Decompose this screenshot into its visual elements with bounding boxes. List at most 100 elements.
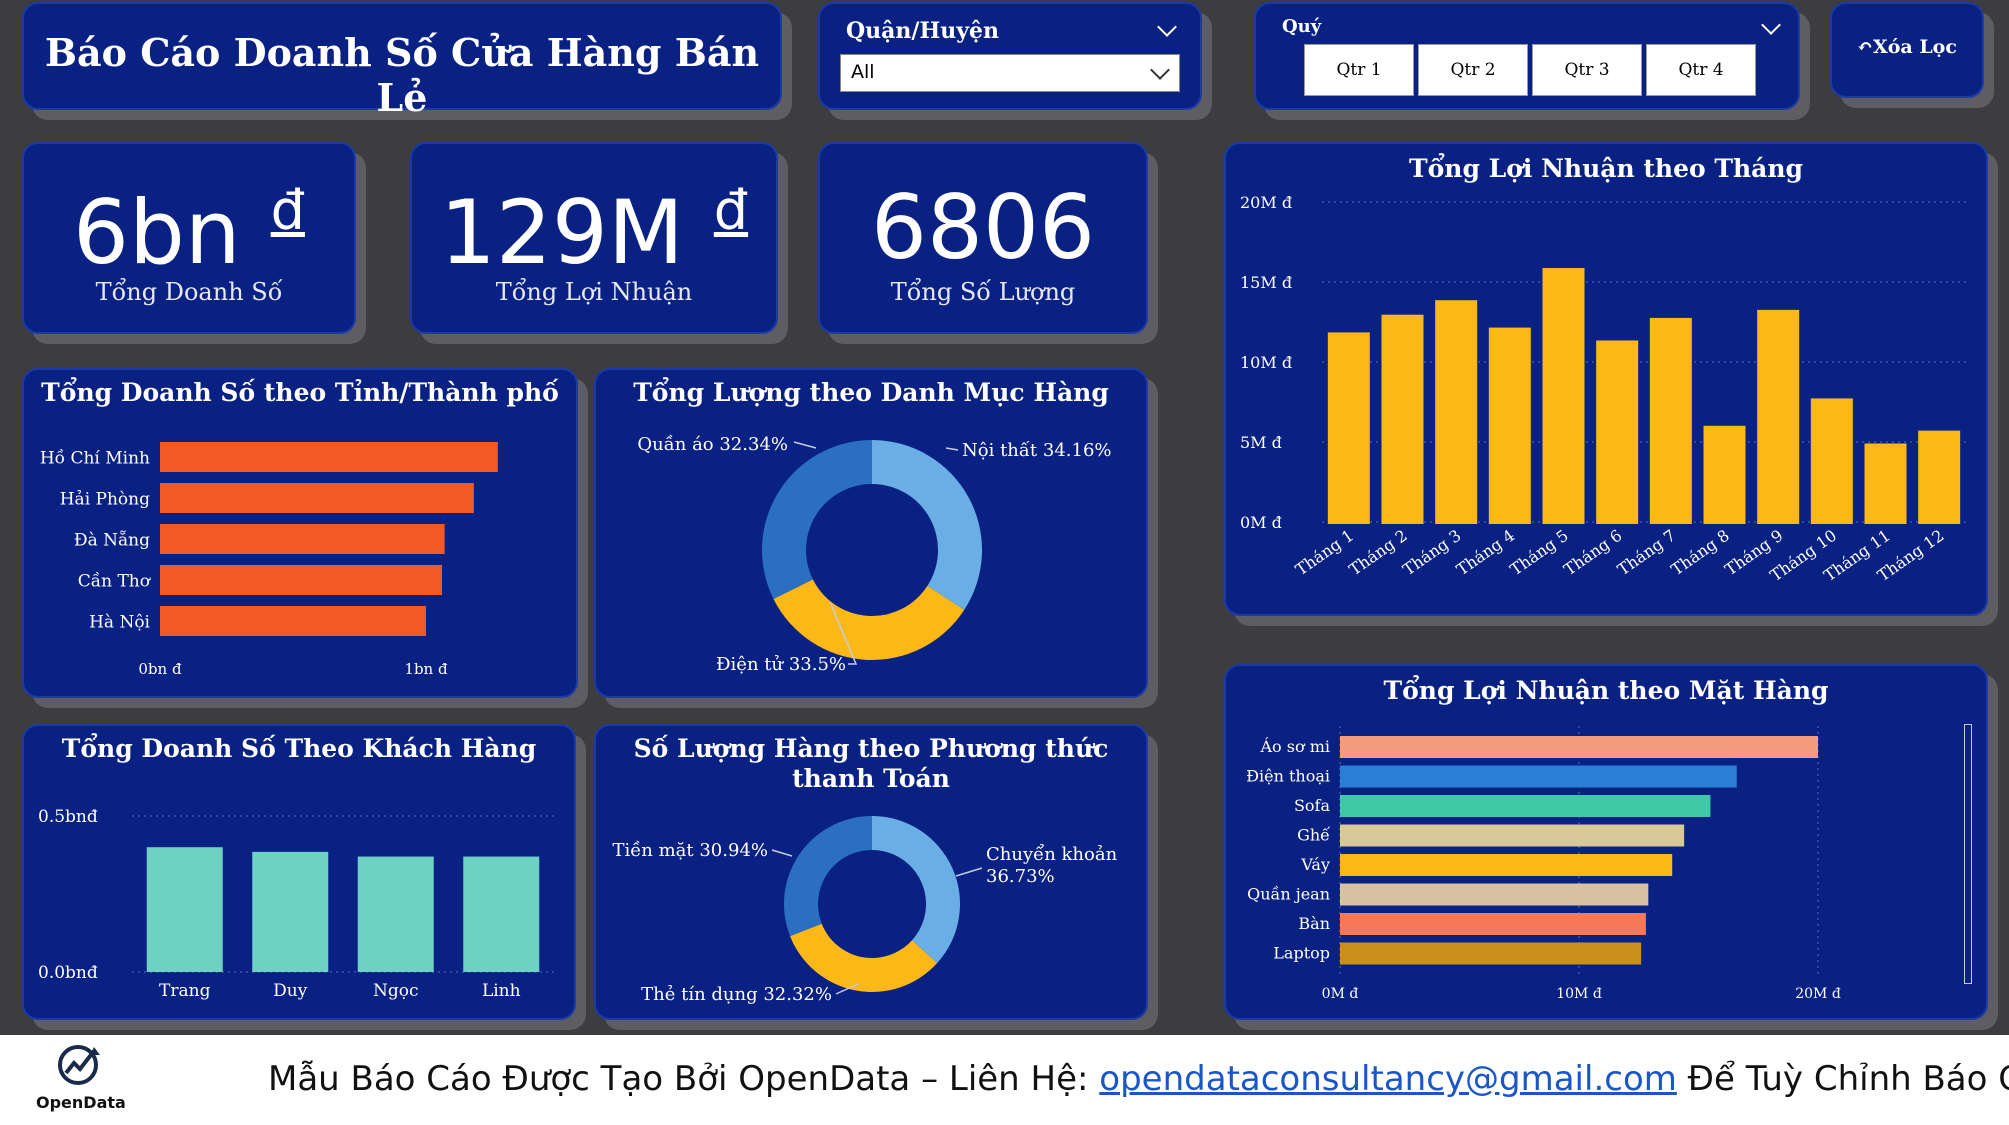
slice-label: Chuyển khoản — [986, 843, 1118, 865]
scrollbar[interactable] — [1964, 724, 1972, 984]
chart-title: Tổng Doanh Số theo Tỉnh/Thành phố — [41, 378, 559, 407]
panel-revenue-by-city: Tổng Doanh Số theo Tỉnh/Thành phố Hồ Chí… — [22, 368, 578, 698]
chevron-down-icon[interactable] — [1157, 17, 1177, 37]
category-label: Tháng 8 — [1668, 526, 1733, 580]
bar — [160, 483, 474, 513]
bar — [1918, 430, 1961, 524]
footer-text: Mẫu Báo Cáo Được Tạo Bởi OpenData – Liên… — [268, 1059, 2009, 1099]
quarter-option-3[interactable]: Qtr 3 — [1532, 44, 1642, 96]
kpi-card-profit: 129M đ Tổng Lợi Nhuận — [410, 142, 778, 334]
profit-by-product-chart: Áo sơ mi Điện thoại Sofa Ghế Váy Quần jean Bàn… — [1246, 726, 1841, 1002]
category-label: Ngọc — [373, 981, 419, 1001]
district-dropdown-value: All — [851, 61, 875, 83]
bar — [1381, 314, 1424, 524]
tick-label: 20M đ — [1240, 193, 1292, 212]
bar — [1542, 268, 1585, 524]
leader-line — [835, 983, 859, 995]
footer-text-after: Để Tuỳ Chỉnh Báo Cáo — [1687, 1059, 2009, 1099]
tick-label: 15M đ — [1240, 273, 1292, 292]
revenue-by-customer-chart: 0.5bnđ 0.0bnđ Trang Duy Ngọc Linh — [38, 807, 554, 1001]
bar — [1810, 398, 1853, 524]
category-label: Áo sơ mi — [1260, 736, 1331, 756]
bar — [1488, 327, 1531, 524]
panel-profit-by-product: Tổng Lợi Nhuận theo Mặt Hàng Áo sơ mi Điệ… — [1224, 664, 1988, 1020]
footer: OpenData Mẫu Báo Cáo Được Tạo Bởi OpenDa… — [0, 1035, 2009, 1125]
category-label: Ghế — [1297, 825, 1330, 844]
quarter-option-4[interactable]: Qtr 4 — [1646, 44, 1756, 96]
bar — [1703, 425, 1746, 524]
category-label: Váy — [1300, 855, 1330, 874]
bar — [146, 847, 223, 972]
category-label: Sofa — [1294, 796, 1331, 815]
kpi-value: 129M đ — [412, 184, 776, 277]
kpi-card-quantity: 6806 Tổng Số Lượng — [818, 142, 1148, 334]
bar — [1435, 300, 1478, 524]
tick-label: 0.0bnđ — [38, 963, 98, 983]
tick-label: 10M đ — [1240, 353, 1292, 372]
panel-qty-by-category: Tổng Lượng theo Danh Mục Hàng Nội thất 3… — [594, 368, 1148, 698]
bar — [160, 606, 426, 636]
slice-label: 36.73% — [986, 866, 1055, 887]
revenue-by-city-chart: Hồ Chí Minh Hải Phòng Đà Nẵng Cần Thơ Hà Nội… — [40, 442, 498, 678]
category-label: Trang — [159, 981, 211, 1001]
quarter-option-2[interactable]: Qtr 2 — [1418, 44, 1528, 96]
district-slicer-label: Quận/Huyện — [846, 18, 1000, 44]
leader-line — [793, 441, 817, 449]
chart-title: Tổng Lợi Nhuận theo Tháng — [1408, 154, 1804, 183]
kpi-number: 129M — [439, 181, 684, 284]
category-label: Hải Phòng — [60, 490, 150, 510]
clear-filter-label: Xóa Lọc — [1872, 36, 1957, 58]
slice-label: Quần áo 32.34% — [637, 434, 788, 455]
category-label: Tháng 2 — [1346, 526, 1411, 580]
chart-title: Số Lượng Hàng theo Phương thức thanh Toá… — [633, 734, 1109, 793]
scrollbar-thumb[interactable] — [1965, 725, 1971, 957]
donut-slice — [872, 440, 982, 610]
tick-label: 20M đ — [1795, 986, 1841, 1002]
bar — [1596, 340, 1639, 524]
chevron-down-icon[interactable] — [1761, 15, 1781, 35]
district-slicer[interactable]: Quận/Huyện All — [818, 2, 1202, 110]
tick-label: 0M đ — [1322, 986, 1359, 1002]
leader-line — [771, 849, 793, 857]
bar — [160, 565, 442, 595]
bar — [1340, 765, 1737, 788]
kpi-label: Tổng Số Lượng — [890, 278, 1076, 306]
leader-line — [955, 867, 983, 877]
bar — [1340, 913, 1646, 935]
bar — [1327, 332, 1370, 524]
tick-label: 1bn đ — [404, 660, 448, 678]
chart-title: Tổng Doanh Số Theo Khách Hàng — [61, 734, 537, 763]
category-label: Hà Nội — [89, 613, 150, 633]
category-label: Tháng 3 — [1399, 526, 1464, 580]
tick-label: 5M đ — [1240, 433, 1282, 452]
tick-label: 10M đ — [1556, 986, 1602, 1002]
bar — [160, 524, 445, 554]
clear-filter-button[interactable]: ↶Xóa Lọc — [1830, 2, 1984, 98]
donut-slice — [872, 816, 960, 964]
kpi-label: Tổng Doanh Số — [95, 278, 283, 306]
category-label: Điện thoại — [1246, 766, 1330, 785]
panel-qty-by-payment: Số Lượng Hàng theo Phương thức thanh Toá… — [594, 724, 1148, 1020]
slice-label: Nội thất 34.16% — [962, 440, 1112, 461]
quarter-option-1[interactable]: Qtr 1 — [1304, 44, 1414, 96]
quarter-slicer[interactable]: Quý Qtr 1 Qtr 2 Qtr 3 Qtr 4 — [1254, 2, 1800, 110]
chart-title: Tổng Lợi Nhuận theo Mặt Hàng — [1383, 676, 1829, 705]
bar — [1864, 443, 1907, 524]
opendata-logo-icon — [58, 1045, 100, 1085]
district-dropdown[interactable]: All — [840, 54, 1180, 92]
quarter-slicer-label: Quý — [1282, 16, 1322, 37]
category-label: Tháng 5 — [1507, 526, 1572, 580]
footer-email-link[interactable]: opendataconsultancy@gmail.com — [1099, 1059, 1677, 1099]
bar — [1340, 883, 1649, 906]
category-label: Hồ Chí Minh — [40, 449, 150, 469]
bar — [357, 856, 434, 972]
category-label: Cần Thơ — [78, 572, 151, 592]
category-label: Tháng 7 — [1614, 526, 1679, 580]
leader-line — [945, 447, 959, 451]
bar — [1340, 942, 1642, 965]
bar — [1757, 309, 1800, 524]
clear-filter-content: ↶Xóa Lọc — [1832, 36, 1982, 58]
chevron-down-icon — [1150, 60, 1170, 80]
